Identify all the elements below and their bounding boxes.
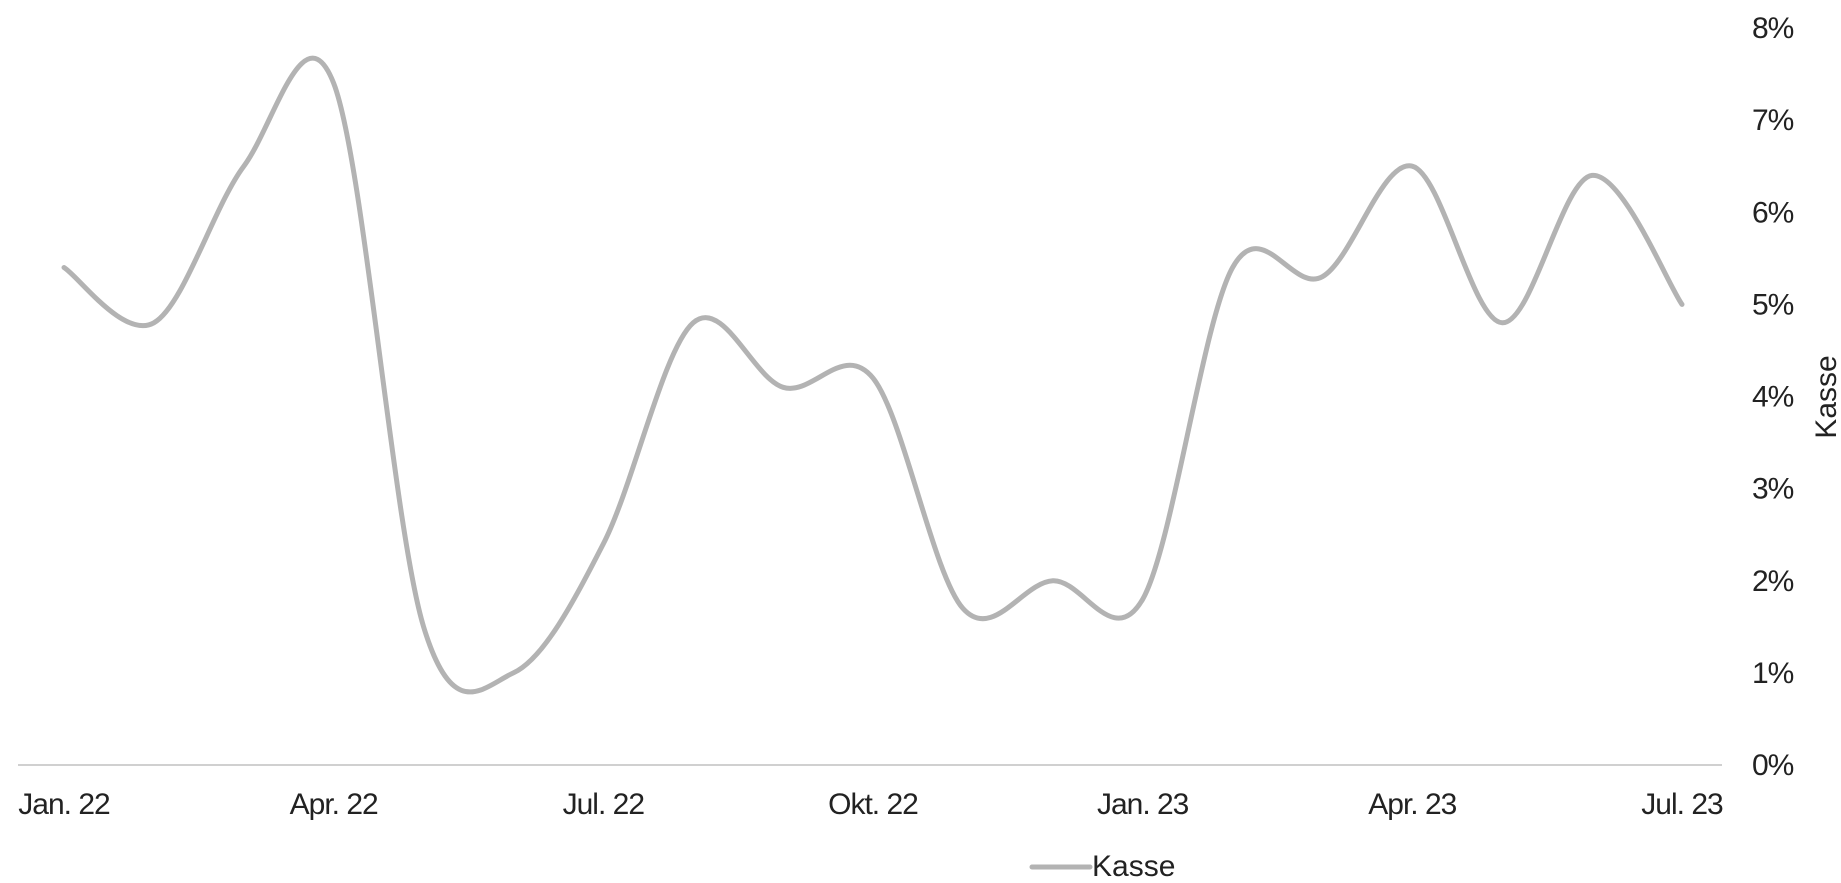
y-tick-label: 3% [1752,473,1794,506]
x-tick-label: Jul. 23 [1641,788,1723,821]
y-tick-label: 6% [1752,196,1794,229]
y-tick-label: 8% [1752,12,1794,45]
x-axis: Jan. 22 Apr. 22 Jul. 22 Okt. 22 Jan. 23 Apr. … [18,764,1724,821]
y-axis-title: Kasse [1810,355,1841,438]
y-tick-label: 4% [1752,381,1794,414]
y-tick-label: 0% [1752,749,1794,782]
x-tick-label: Jan. 23 [1097,788,1189,821]
legend: Kasse [1029,850,1175,883]
y-tick-label: 7% [1752,104,1794,137]
x-tick-label: Apr. 22 [290,788,378,821]
series-line-kasse [61,55,1685,695]
series-layer [61,55,1685,695]
x-tick-label: Okt. 22 [828,788,918,821]
x-tick-label: Jan. 22 [18,788,110,821]
y-axis: 0% 1% 2% 3% 4% 5% 6% 7% 8% [1752,12,1795,782]
y-tick-label: 2% [1752,565,1794,598]
x-tick-label: Apr. 23 [1368,788,1456,821]
y-tick-label: 1% [1752,657,1794,690]
x-tick-label: Jul. 22 [563,788,645,821]
y-tick-label: 5% [1752,288,1794,321]
legend-label-kasse: Kasse [1092,850,1175,878]
